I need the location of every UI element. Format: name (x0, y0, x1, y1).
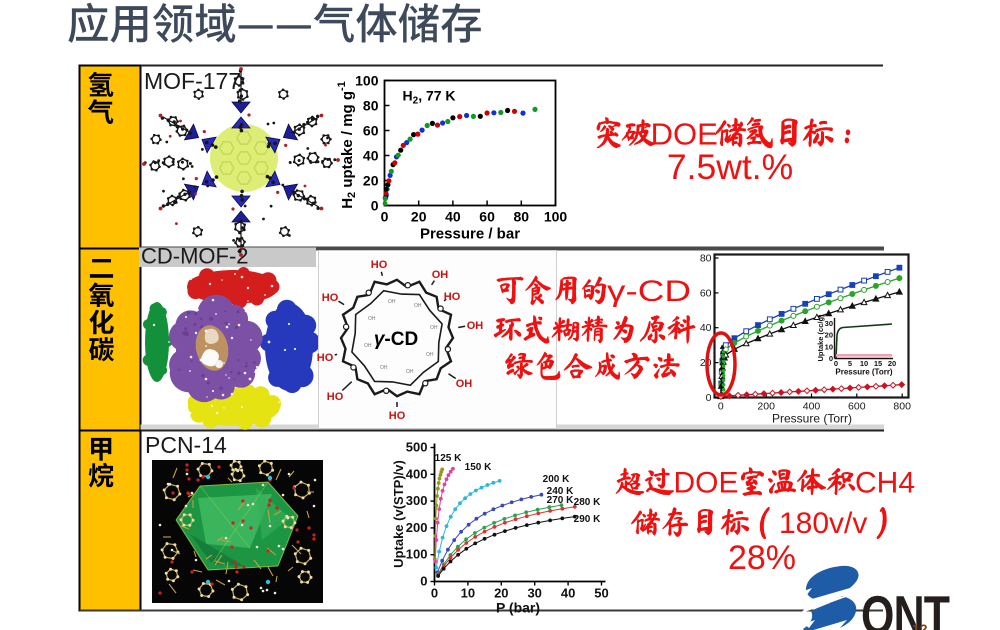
svg-text:100: 100 (406, 547, 428, 562)
svg-text:OH: OH (467, 320, 484, 332)
svg-text:Pressure / bar: Pressure / bar (420, 226, 520, 243)
svg-text:60: 60 (700, 287, 712, 299)
svg-text:15: 15 (874, 359, 882, 368)
svg-text:HO: HO (389, 410, 406, 422)
svg-text:30: 30 (527, 586, 541, 601)
svg-text:0: 0 (371, 198, 379, 214)
svg-text:5: 5 (848, 359, 852, 368)
svg-text:MOF-177: MOF-177 (144, 68, 241, 94)
svg-text:DOE: DOE (651, 117, 718, 152)
svg-text:100: 100 (355, 73, 379, 89)
svg-text:40: 40 (363, 148, 379, 164)
svg-text:100: 100 (544, 209, 568, 225)
svg-text:γ-CD: γ-CD (374, 329, 418, 350)
svg-text:60: 60 (479, 209, 495, 225)
svg-text:800: 800 (893, 401, 911, 413)
svg-text:20: 20 (363, 173, 379, 189)
svg-text:270 K: 270 K (547, 495, 574, 506)
svg-text:HO: HO (371, 259, 388, 271)
svg-text:20: 20 (825, 331, 833, 340)
svg-text:PCN-14: PCN-14 (145, 432, 227, 458)
svg-text:500: 500 (406, 440, 428, 455)
svg-text:280 K: 280 K (574, 497, 601, 508)
svg-text:80: 80 (700, 253, 712, 265)
svg-text:HO: HO (322, 292, 339, 304)
svg-text:60: 60 (363, 123, 379, 139)
svg-text:12: 12 (912, 621, 928, 630)
svg-text:CH4: CH4 (855, 467, 915, 500)
svg-text:0: 0 (829, 354, 833, 363)
svg-text:28%: 28% (728, 539, 796, 577)
svg-text:OH: OH (414, 303, 422, 309)
svg-text:HO: HO (317, 352, 334, 364)
svg-text:600: 600 (848, 401, 866, 413)
svg-text:0: 0 (381, 209, 389, 225)
svg-text:10: 10 (461, 586, 475, 601)
svg-text:OH: OH (406, 369, 414, 375)
svg-text:ONT: ONT (861, 585, 950, 630)
svg-text:OH: OH (388, 299, 396, 305)
svg-text:HO: HO (444, 291, 461, 303)
svg-text:DOE: DOE (674, 467, 739, 500)
svg-text:OH: OH (380, 365, 388, 371)
svg-text:40: 40 (561, 586, 575, 601)
svg-text:200: 200 (406, 520, 428, 535)
svg-text:OH: OH (432, 269, 449, 281)
svg-text:OH: OH (368, 316, 376, 322)
svg-text:200 K: 200 K (543, 474, 570, 485)
svg-text:OH: OH (456, 378, 473, 390)
svg-text:7.5wt.%: 7.5wt.% (667, 147, 793, 187)
svg-text:240 K: 240 K (547, 486, 574, 497)
svg-text:OH: OH (364, 343, 372, 349)
svg-text:400: 400 (803, 401, 821, 413)
svg-text:10: 10 (825, 342, 833, 351)
svg-text:20: 20 (411, 209, 427, 225)
svg-text:OH: OH (430, 325, 438, 331)
svg-text:CD-MOF-2: CD-MOF-2 (141, 244, 249, 269)
svg-text:40: 40 (700, 322, 712, 334)
svg-text:80: 80 (363, 98, 379, 114)
svg-text:0: 0 (834, 359, 838, 368)
svg-text:40: 40 (445, 209, 461, 225)
svg-text:200: 200 (757, 401, 775, 413)
svg-text:0: 0 (718, 401, 724, 413)
svg-text:P (bar): P (bar) (496, 600, 540, 616)
svg-text:Uptake (cc/g): Uptake (cc/g) (816, 314, 825, 362)
svg-text:80: 80 (514, 209, 530, 225)
svg-text:HO: HO (327, 391, 344, 403)
svg-text:20: 20 (494, 586, 508, 601)
svg-text:50: 50 (594, 586, 608, 601)
svg-text:125 K: 125 K (435, 453, 462, 464)
svg-text:10: 10 (860, 359, 868, 368)
svg-text:0: 0 (706, 392, 712, 404)
svg-text:Pressure (Torr): Pressure (Torr) (835, 368, 893, 377)
svg-text:γ-CD: γ-CD (607, 275, 691, 308)
svg-text:150 K: 150 K (465, 462, 492, 473)
svg-text:30: 30 (825, 319, 833, 328)
svg-text:Uptake (v(STP)/v): Uptake (v(STP)/v) (391, 460, 406, 568)
svg-text:300: 300 (406, 493, 428, 508)
svg-text:400: 400 (406, 466, 428, 481)
svg-text:290 K: 290 K (574, 514, 601, 525)
svg-text:H2 uptake / mg g-1: H2 uptake / mg g-1 (336, 81, 358, 209)
svg-text:Pressure (Torr): Pressure (Torr) (772, 412, 852, 426)
svg-text:0: 0 (420, 574, 427, 589)
svg-text:180v/v: 180v/v (779, 507, 867, 540)
svg-text:OH: OH (426, 352, 434, 358)
svg-text:0: 0 (431, 586, 438, 601)
svg-text:20: 20 (888, 359, 896, 368)
